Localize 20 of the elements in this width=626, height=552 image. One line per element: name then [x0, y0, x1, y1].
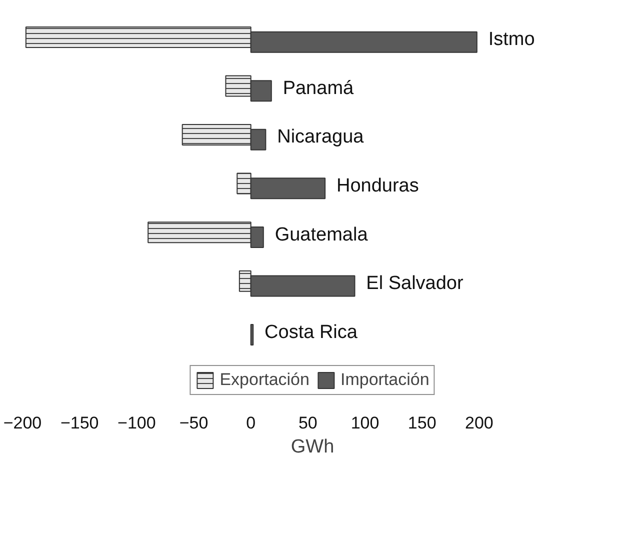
bar — [250, 324, 254, 346]
x-tick-label: 200 — [465, 414, 494, 432]
y-tick-label: Nicaragua — [277, 126, 364, 148]
y-tick-label: Costa Rica — [264, 322, 358, 343]
y-tick-label: Istmo — [488, 29, 535, 50]
x-tick-label: −50 — [179, 414, 208, 432]
legend-label: Importación — [340, 370, 430, 390]
x-tick-label: −200 — [3, 414, 42, 432]
y-tick-label: Honduras — [336, 175, 419, 196]
x-tick-label: 50 — [298, 414, 318, 432]
x-tick-label: 150 — [408, 414, 436, 432]
x-tick-label: 100 — [350, 414, 380, 432]
x-tick-label: −150 — [60, 414, 99, 432]
x-tick-label: −100 — [118, 414, 156, 432]
x-axis-title: GWh — [290, 436, 334, 458]
y-tick-label: Panamá — [282, 78, 354, 99]
legend-label: Exportación — [220, 370, 310, 390]
x-tick-label: 0 — [246, 414, 256, 432]
y-tick-label: Guatemala — [274, 224, 368, 246]
y-tick-label: El Salvador — [366, 273, 464, 294]
